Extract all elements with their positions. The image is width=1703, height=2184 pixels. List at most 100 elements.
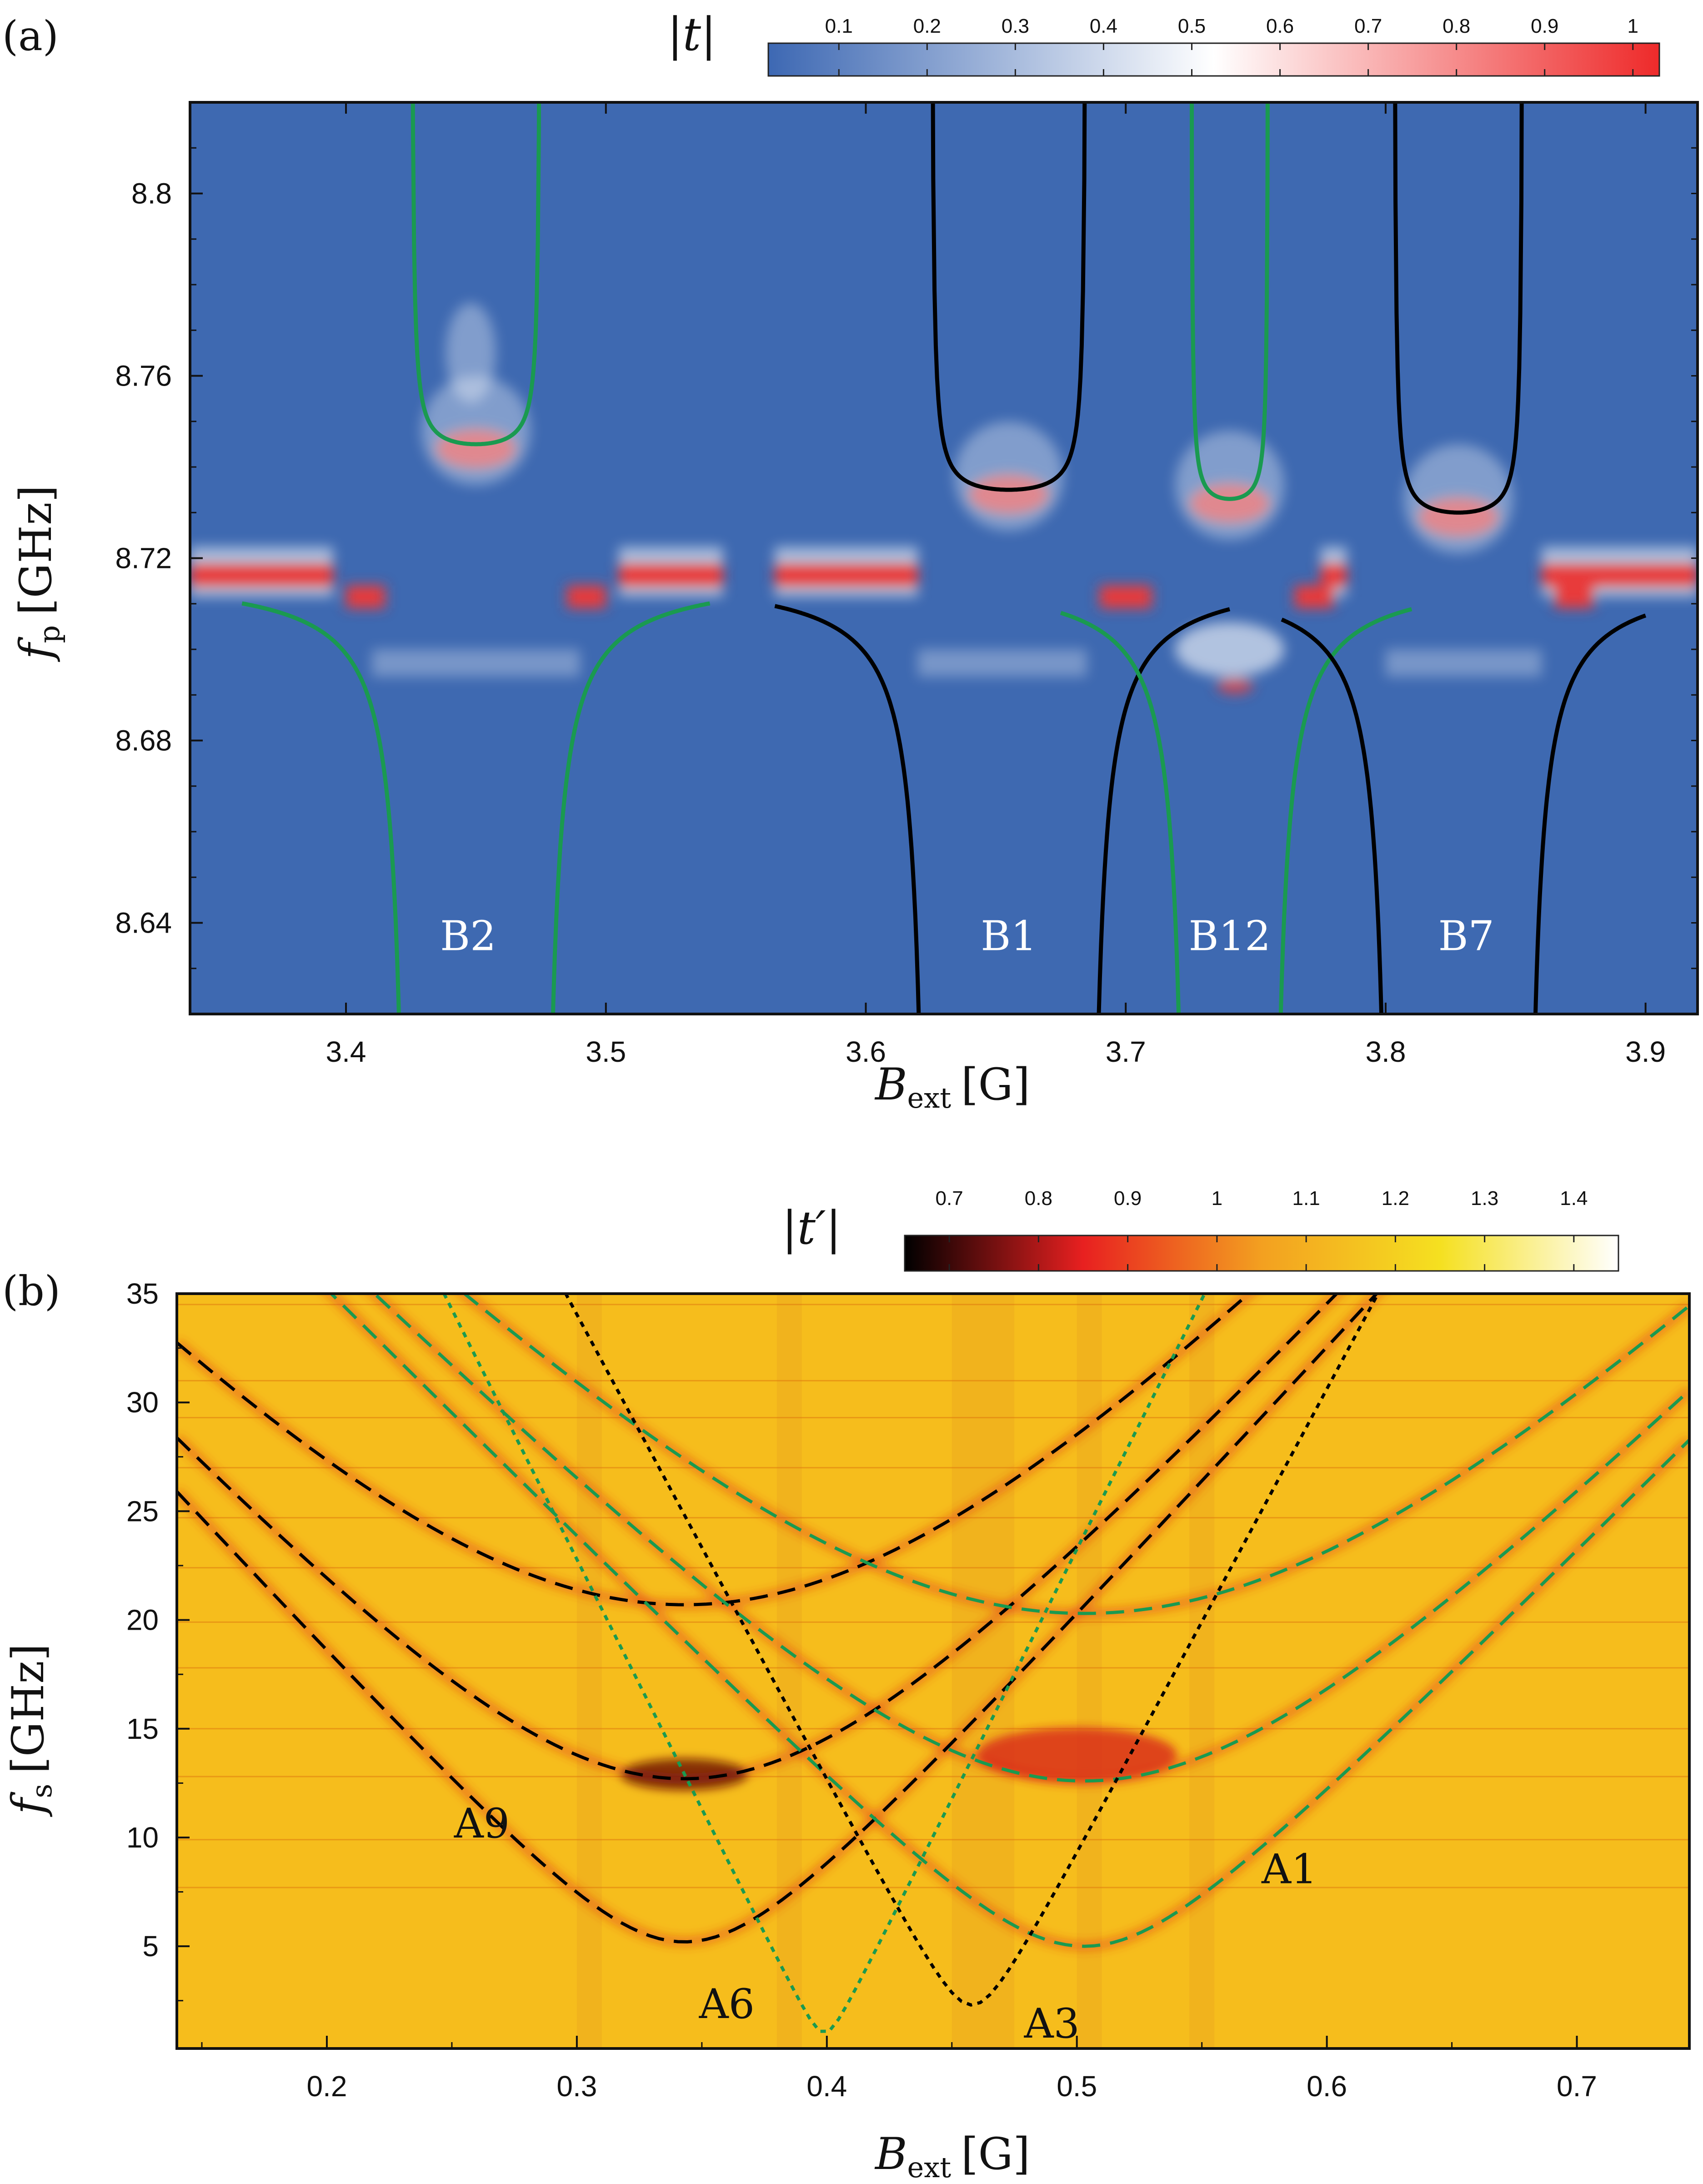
colorbar-a-tick-label: 1 [1628,15,1638,37]
x-tick-label-a: 3.4 [326,1035,366,1068]
colorbar-a-tick-label: 0.6 [1266,15,1294,37]
colorbar-a-bar [767,42,1660,77]
plot-b-yticks: 5 10 15 20 25 30 35 [126,1277,190,2002]
colorbar-b-tick-label: 1.2 [1382,1187,1409,1210]
colorbar-b-tick-label: 0.8 [1025,1187,1052,1210]
heatmap-a-branch-red [1100,585,1152,608]
plot-b-transition-curves [177,1294,1689,2033]
colorbar-b-tick-label: 0.7 [936,1187,963,1210]
colorbar-a-tick-label: 0.2 [913,15,941,37]
fit-curve-lower-left-B2 [241,601,401,1014]
colorbar-b-tick-label: 1.3 [1471,1187,1498,1210]
plot-b-xticks: 0.2 0.3 0.4 0.5 0.6 0.7 [201,2036,1597,2103]
plot-a-annotations: B2 B1 B12 B7 [440,913,1494,960]
heatmap-a-b12-red [1217,678,1253,694]
heatmap-a-blur-layer [190,303,1698,694]
fit-curve-lower-left-B12 [1060,611,1181,1014]
fit-curve-lower-left-B1 [774,604,921,1014]
transition-curve-A9-mid [177,1294,1339,1781]
annotation-B1: B1 [981,913,1037,960]
colorbar-b-tick-label: 1.1 [1292,1187,1320,1210]
annotation-A3: A3 [1024,2000,1080,2048]
annotation-A6: A6 [699,1980,755,2028]
heatmap-a-shadow [1385,649,1542,677]
x-tick-label-a: 3.5 [586,1035,626,1068]
fit-curve-lower-right-B1 [1097,607,1231,1014]
x-tick-label-b: 0.3 [556,2070,597,2103]
y-tick-label-a: 8.64 [115,907,172,939]
y-tick-label-b: 20 [126,1604,159,1637]
fit-curve-upper-B12 [1189,102,1270,501]
x-tick-label-b: 0.6 [1307,2070,1347,2103]
annotation-A1: A1 [1261,1845,1317,1893]
heatmap-a-upper-glow [1175,431,1284,540]
x-tick-label-b: 0.7 [1557,2070,1597,2103]
transition-curve-A3 [564,1294,1380,2007]
heatmap-a-shadow [372,649,580,677]
heatmap-b-vertical-stripe [1077,1294,1102,2048]
colorbar-b-label: |t′| [782,1201,841,1255]
heatmap-b-vertical-stripe [952,1294,1015,2048]
plot-a-ylabel: fp[GHz] [10,485,66,662]
heatmap-a-resonator-band [1541,562,1698,588]
plot-b-xlabel: Bext [G] [874,2129,1030,2184]
heatmap-a-b2-speckle [446,303,496,403]
panel-b-label: (b) [2,1267,60,1315]
colorbar-a-tick-label: 0.5 [1178,15,1206,37]
x-tick-label-a: 3.7 [1106,1035,1146,1068]
heatmap-b-a1-patch [977,1727,1177,1782]
transition-curve-A9-lower [177,1294,1379,1944]
heatmap-a-shadow [917,649,1087,677]
annotation-B7: B7 [1438,913,1494,960]
colorbar-b-tick-label: 1.4 [1560,1187,1588,1210]
heatmap-b-vertical-stripe [1189,1294,1215,2048]
heatmap-a-resonator-band [619,562,723,588]
plot-b-annotations: A9 A6 A3 A1 [454,1800,1317,2048]
x-tick-label-a: 3.9 [1625,1035,1666,1068]
y-tick-label-b: 35 [126,1277,159,1310]
plot-a-heatmap [190,303,1698,694]
y-tick-label-b: 5 [142,1930,159,1963]
panel-a: (a) |t| 0.1 0.2 0.3 0.4 0.5 0.6 0.7 0.8 0.9 1 B2 B… [2,8,1699,1115]
fit-curve-upper-B1 [931,102,1087,492]
heatmap-a-resonator-band [1321,562,1347,588]
x-tick-label-a: 3.8 [1365,1035,1406,1068]
annotation-B2: B2 [440,913,496,960]
x-tick-label-b: 0.2 [306,2070,347,2103]
heatmap-a-b12-patch [1175,622,1284,677]
y-tick-label-a: 8.76 [115,360,172,392]
colorbar-a-tick-label: 0.1 [825,15,853,37]
colorbar-b-tick-label: 1 [1212,1187,1222,1210]
heatmap-a-upper-glow [1404,444,1513,554]
annotation-B12: B12 [1189,913,1271,960]
heatmap-a-branch-red [1554,585,1594,608]
y-tick-label-b: 25 [126,1495,159,1527]
plot-b-frame [175,1292,1691,2050]
plot-a-xticks: 3.4 3.5 3.6 3.7 3.8 3.9 [326,102,1666,1068]
heatmap-b-v-band [456,1294,1689,1619]
heatmap-a-upper-glow [954,422,1063,531]
y-tick-label-b: 15 [126,1712,159,1745]
annotation-A9: A9 [454,1800,510,1848]
y-tick-label-b: 10 [126,1821,159,1854]
heatmap-b-vertical-stripe [576,1294,602,2048]
heatmap-a-branch-red [567,585,606,608]
y-tick-label-a: 8.8 [131,177,172,210]
colorbar-b: |t′| 0.7 0.8 0.9 1 1.1 1.2 1.3 1.4 [782,1187,1619,1272]
colorbar-a: |t| 0.1 0.2 0.3 0.4 0.5 0.6 0.7 0.8 0.9 1 [667,8,1660,77]
transition-curve-A1-lower [329,1294,1689,1948]
x-tick-label-b: 0.5 [1057,2070,1097,2103]
colorbar-b-tick-label: 0.9 [1114,1187,1142,1210]
fit-curve-lower-right-B2 [551,601,711,1014]
plot-a-yticks: 8.64 8.68 8.72 8.76 8.8 [115,101,1698,969]
transition-curve-A1-mid [372,1294,1689,1783]
colorbar-a-label: |t| [667,8,716,61]
y-tick-label-a: 8.68 [115,724,172,757]
heatmap-a-resonator-band [190,562,333,588]
transition-curve-A9-upper [177,1294,1252,1607]
y-tick-label-b: 30 [126,1386,159,1419]
fit-curve-upper-B7 [1393,102,1524,515]
colorbar-a-tick-label: 0.4 [1090,15,1117,37]
colorbar-b-bar [904,1235,1619,1272]
